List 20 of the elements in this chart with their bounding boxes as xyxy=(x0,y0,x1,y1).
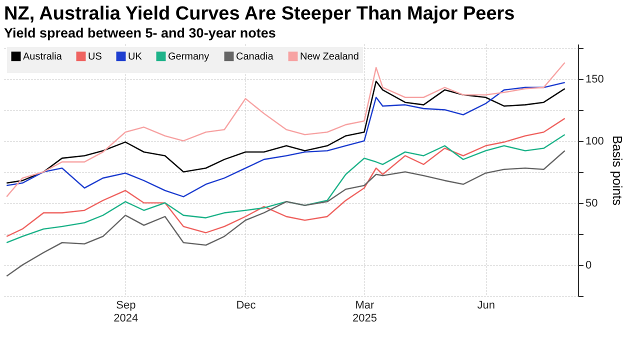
y-tick-label: 50 xyxy=(586,197,598,210)
line-series xyxy=(6,134,566,244)
legend-label: Australia xyxy=(23,51,62,62)
y-tick-label: 0 xyxy=(586,259,592,272)
y-tick-label: 150 xyxy=(586,73,604,86)
legend-label: US xyxy=(88,51,102,62)
legend-label: Canadia xyxy=(236,51,274,62)
legend-label: UK xyxy=(128,51,142,62)
line-series xyxy=(6,118,566,238)
chart-subtitle: Yield spread between 5- and 30-year notes xyxy=(4,26,276,40)
x-tick-label: Jun xyxy=(477,300,496,312)
chart-title: NZ, Australia Yield Curves Are Steeper Than Major Peers xyxy=(4,4,515,24)
y-tick-label: 100 xyxy=(586,135,604,148)
x-tick-label: Sep 2024 xyxy=(114,300,138,324)
line-series xyxy=(6,150,566,277)
legend-label: Germany xyxy=(168,51,210,62)
legend-label: New Zealand xyxy=(300,51,359,62)
y-axis-title: Basis points xyxy=(610,135,625,206)
x-tick-label: Mar 2025 xyxy=(352,300,377,324)
x-tick-label: Dec xyxy=(236,300,256,312)
